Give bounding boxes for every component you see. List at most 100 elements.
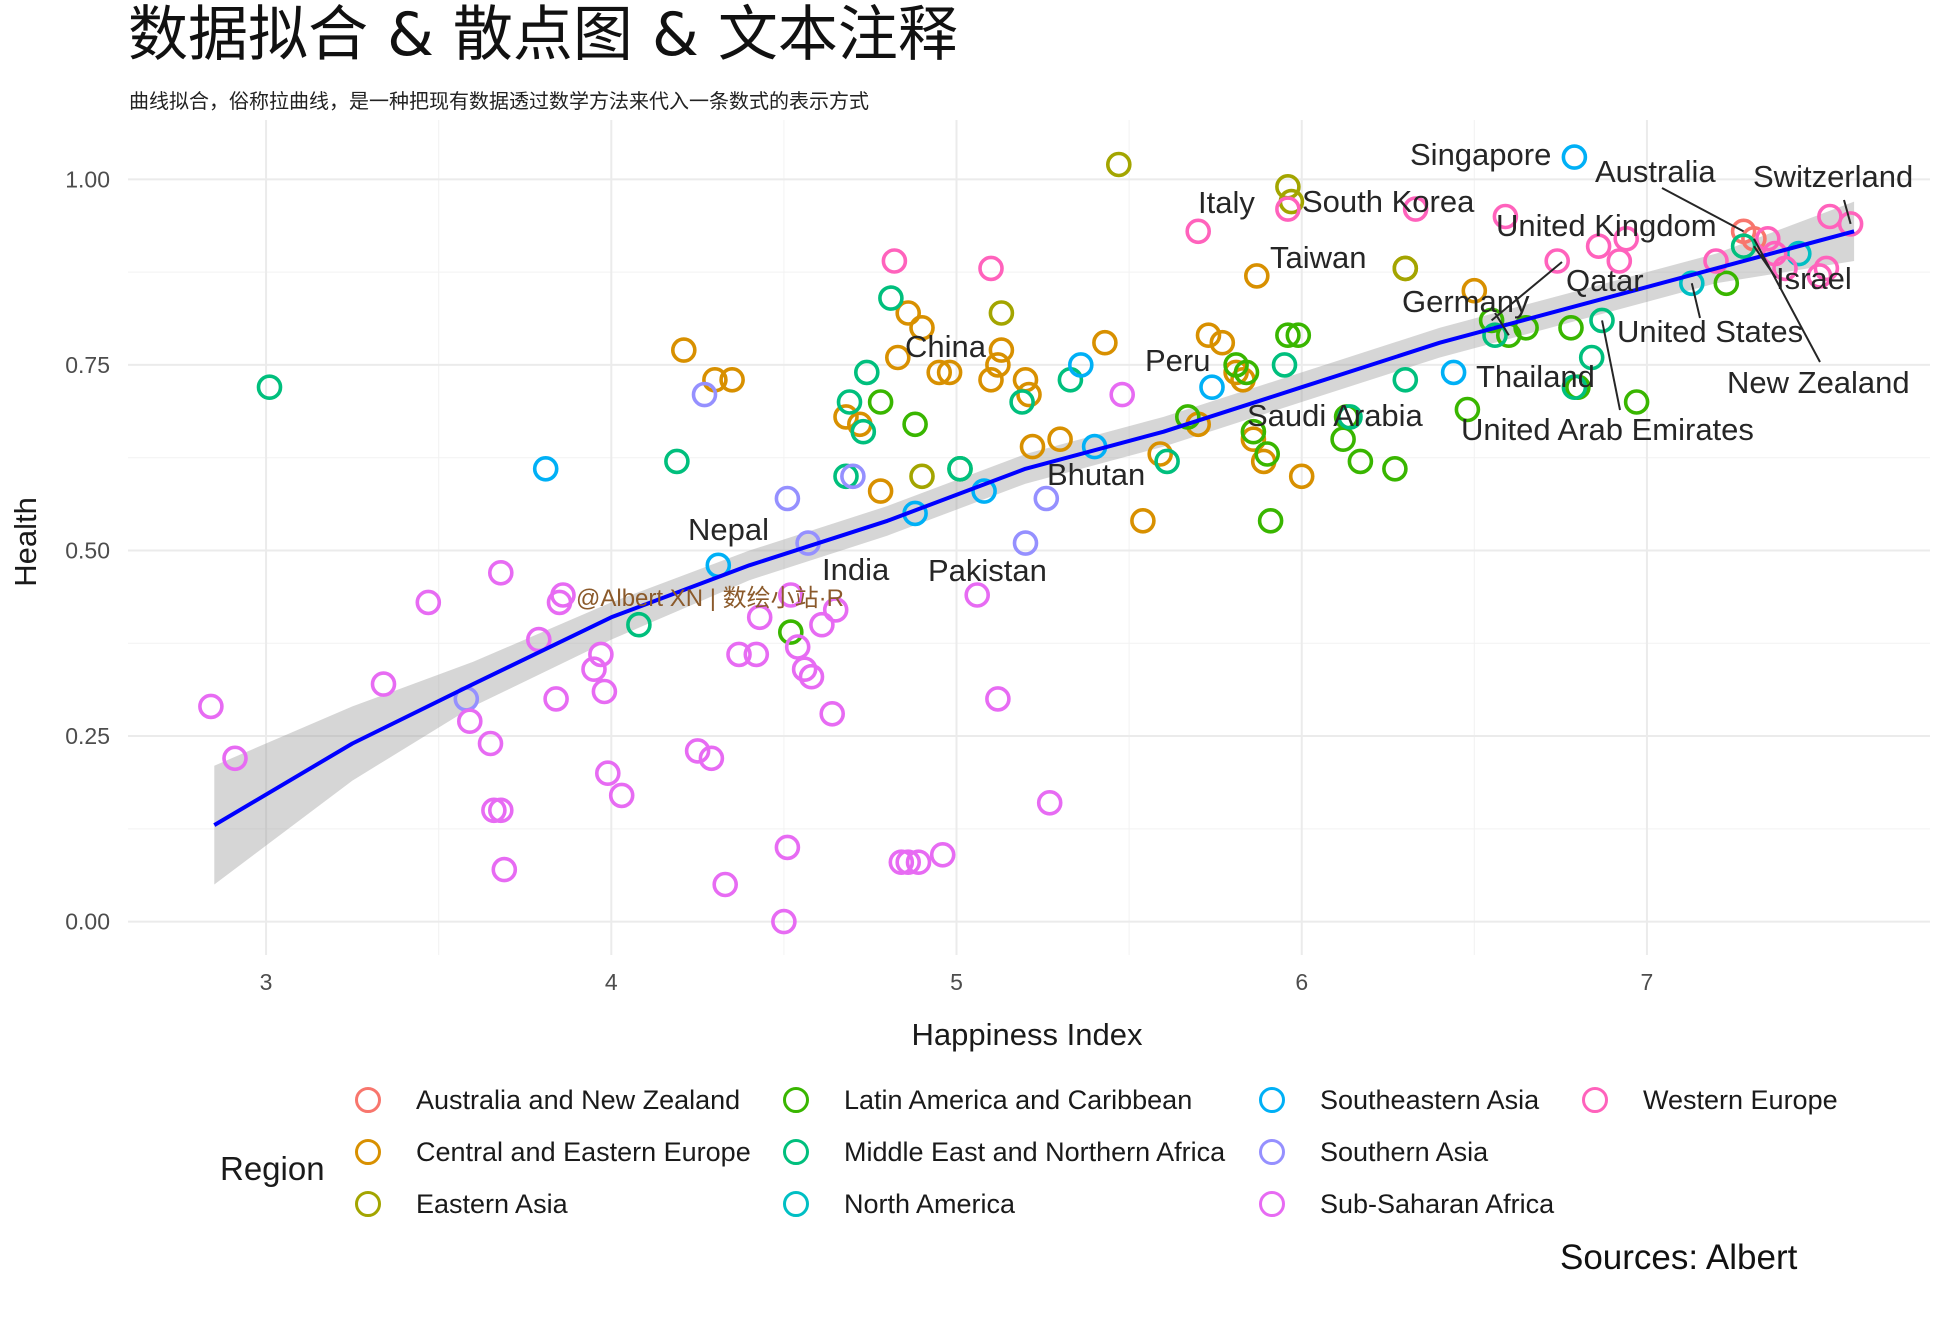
data-point — [550, 582, 576, 608]
data-point — [691, 381, 718, 408]
legend-item: Western Europe — [1577, 1080, 1838, 1120]
label-leader-line — [1753, 238, 1821, 363]
fit-line-layer — [213, 229, 1855, 827]
data-point — [784, 634, 811, 660]
data-point — [947, 455, 973, 482]
data-point — [881, 248, 908, 274]
data-point — [819, 700, 846, 727]
data-point — [978, 366, 1004, 393]
points-layer — [198, 144, 1864, 935]
legend-key-icon — [1259, 1087, 1285, 1113]
data-point — [1440, 359, 1467, 386]
data-point — [822, 597, 849, 623]
series-western-europe — [881, 196, 1864, 289]
data-point — [370, 671, 397, 697]
data-point — [1337, 404, 1363, 430]
x-tick-label: 5 — [950, 969, 963, 995]
data-point — [1347, 448, 1374, 475]
data-point — [1195, 322, 1222, 349]
data-point — [988, 337, 1015, 363]
data-point — [878, 285, 904, 311]
y-tick-label: 0.25 — [65, 723, 110, 749]
data-point — [833, 463, 859, 490]
chart-subtitle: 曲线拟合，俗称拉曲线，是一种把现有数据透过数学方法来代入一条数式的表示方式 — [129, 89, 869, 113]
data-point — [1016, 381, 1042, 408]
data-point — [985, 686, 1011, 712]
x-axis-title: Happiness Index — [912, 1017, 1143, 1052]
point-label: Taiwan — [1270, 240, 1367, 275]
data-point — [477, 730, 504, 757]
legend-item: Sub-Saharan Africa — [1254, 1184, 1554, 1224]
watermark: @Albert XN | 数绘小站·R — [576, 585, 844, 612]
point-label: China — [905, 329, 987, 364]
data-point — [1382, 455, 1408, 482]
data-point — [743, 641, 770, 668]
series-southeastern-asia — [532, 144, 1588, 579]
point-label: Australia — [1595, 154, 1716, 189]
x-tick-label: 3 — [260, 969, 273, 995]
point-label: United Arab Emirates — [1461, 412, 1754, 447]
data-point — [1513, 314, 1539, 341]
data-point — [415, 589, 442, 616]
data-point — [833, 404, 859, 430]
data-point — [850, 418, 877, 445]
data-point — [1392, 255, 1419, 282]
data-point — [771, 908, 797, 935]
data-point — [746, 604, 773, 631]
x-tick-label: 4 — [605, 969, 618, 995]
data-point — [978, 255, 1004, 282]
data-point — [1175, 404, 1201, 430]
data-point — [909, 314, 935, 341]
data-point — [588, 641, 614, 668]
fit-line — [213, 229, 1855, 827]
legend-key-icon — [1259, 1191, 1285, 1217]
data-point — [1585, 233, 1612, 259]
legend-item: Latin America and Caribbean — [778, 1080, 1192, 1120]
legend-label: Southeastern Asia — [1320, 1084, 1540, 1115]
data-point — [809, 611, 835, 638]
data-point — [840, 463, 866, 490]
point-label: Germany — [1402, 284, 1530, 319]
data-point — [684, 738, 711, 764]
data-point — [895, 300, 922, 326]
axis-ticks: 3 4 5 6 7 0.00 0.25 0.50 0.75 1.00 — [65, 166, 1653, 995]
data-point — [491, 856, 518, 883]
legend-key-icon — [355, 1191, 381, 1217]
legend-label: Eastern Asia — [416, 1188, 568, 1219]
data-point — [836, 389, 863, 415]
series-latin-america-and-caribbean — [777, 270, 1740, 645]
data-point — [1185, 218, 1211, 245]
data-point — [1033, 485, 1060, 512]
label-leader-line — [1661, 187, 1745, 233]
data-point — [726, 641, 752, 668]
series-central-and-eastern-europe — [670, 255, 1488, 534]
point-label: Thailand — [1476, 359, 1595, 394]
data-point — [581, 656, 607, 683]
data-point — [1482, 322, 1508, 349]
point-label: Pakistan — [928, 553, 1047, 588]
data-point — [543, 686, 569, 712]
data-point — [1679, 270, 1705, 297]
y-tick-label: 0.50 — [65, 537, 110, 563]
data-point — [905, 849, 932, 876]
data-point — [670, 337, 697, 363]
data-point — [1492, 203, 1519, 230]
data-point — [929, 841, 956, 868]
data-point — [1199, 374, 1225, 401]
label-leader-line — [1490, 261, 1563, 322]
legend-item: Middle East and Northern Africa — [778, 1132, 1225, 1172]
data-point — [1047, 426, 1073, 453]
data-point — [1755, 226, 1781, 252]
data-point — [1223, 359, 1249, 386]
data-point — [1703, 248, 1729, 274]
legend-key-icon — [783, 1191, 809, 1217]
data-point — [1454, 396, 1481, 423]
x-tick-label: 7 — [1641, 969, 1654, 995]
legend-item: Australia and New Zealand — [350, 1080, 740, 1120]
y-tick-label: 0.00 — [65, 909, 110, 935]
caption: Sources: Albert — [1560, 1238, 1798, 1277]
data-point — [867, 389, 894, 415]
data-point — [1561, 144, 1588, 170]
data-point — [608, 782, 635, 809]
